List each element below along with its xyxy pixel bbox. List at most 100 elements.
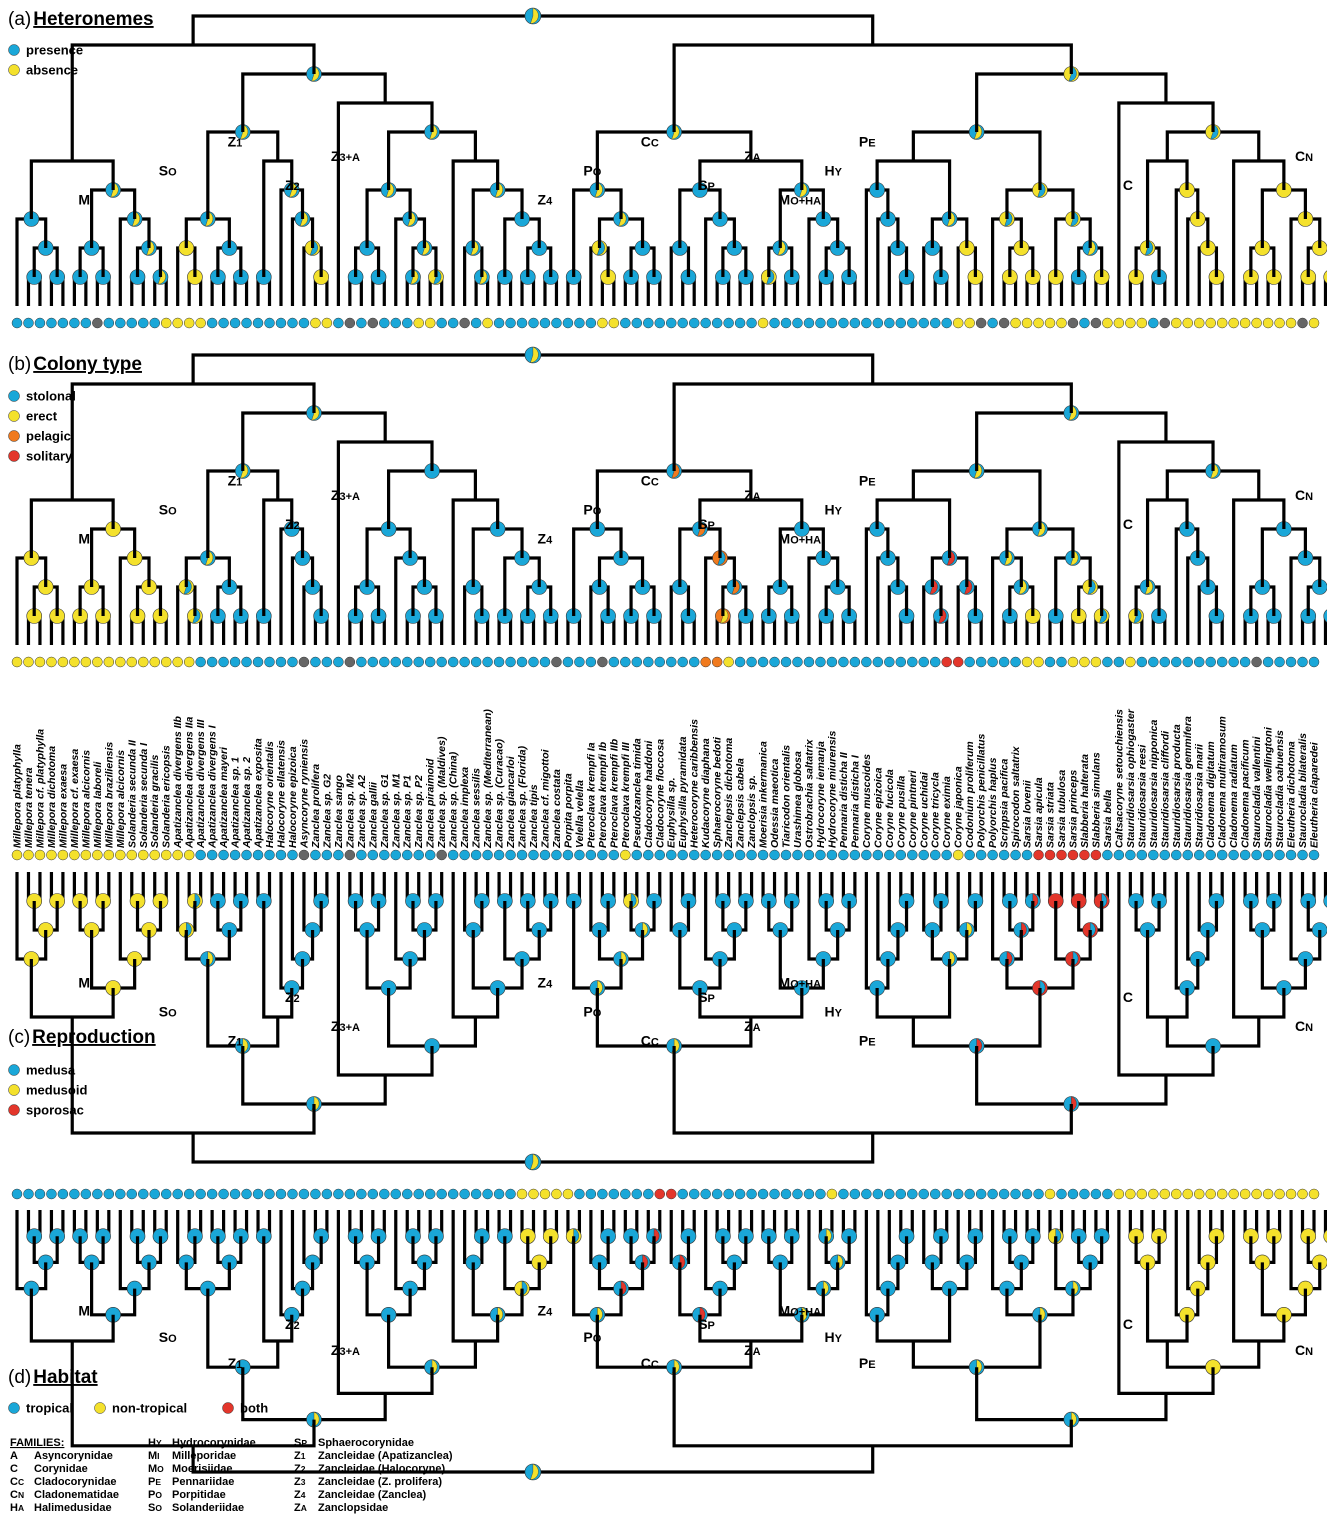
tip-state-dot (1262, 849, 1274, 861)
tip-state-dot (665, 849, 677, 861)
tip-state-dot (1125, 1188, 1136, 1200)
tip-state-dot (1136, 656, 1148, 668)
tip-state-dot (597, 317, 608, 329)
clade-label: CC (641, 1033, 659, 1049)
tip-state-dot (608, 656, 620, 668)
taxon-label: Sarsia tubulosa (1056, 770, 1068, 848)
tip-state-dot (115, 317, 126, 329)
tip-state-dot (470, 1188, 482, 1200)
tip-state-dot (608, 849, 620, 861)
taxon-label: Porpita porpita (562, 773, 574, 848)
tip-state-dot (1274, 317, 1285, 329)
tip-state-dot (952, 656, 964, 668)
tip-state-dot (379, 656, 390, 668)
tip-state-dot (585, 317, 597, 329)
tip-state-dot (895, 317, 907, 329)
tip-state-dot (356, 656, 367, 668)
tip-state-dot (757, 656, 769, 668)
panel-title-a: (a) Heteronemes (8, 9, 154, 30)
tip-state-dot (987, 656, 998, 668)
tip-state-dot (539, 317, 551, 329)
tip-state-dot (1148, 317, 1159, 329)
tip-state-dot (482, 317, 493, 329)
tip-state-dot (929, 317, 941, 329)
tip-state-dot (815, 849, 826, 861)
taxon-label: Polyorchis haplus (987, 757, 999, 848)
taxon-label: Apatizanclea divergens IIa (184, 717, 196, 849)
tip-state-dot (252, 1188, 264, 1200)
tip-state-dot (849, 849, 861, 861)
tip-state-dot (1285, 1188, 1297, 1200)
tip-state-dot (1033, 317, 1044, 329)
tip-state-dot (677, 849, 688, 861)
tip-state-dot (69, 317, 80, 329)
tip-state-dot (826, 656, 838, 668)
legend-swatch (8, 1104, 20, 1116)
tip-state-dot (516, 317, 528, 329)
taxon-label: Scrippsia pacifica (999, 759, 1011, 848)
tip-state-dot (539, 849, 551, 861)
tip-state-dot (792, 1188, 803, 1200)
legend-swatch (8, 1402, 20, 1414)
tip-state-dot (367, 317, 379, 329)
tip-state-dot (643, 849, 654, 861)
tip-state-dot (252, 317, 264, 329)
family-entry: SP Sphaerocorynidae (294, 1437, 414, 1449)
tip-state-dot (356, 317, 367, 329)
tip-state-dot (929, 1188, 941, 1200)
ancestral-state-pie (187, 893, 203, 909)
taxon-label: Coryne pusilla (895, 775, 907, 848)
taxon-label: Coryne japonica (953, 766, 965, 848)
tip-state-dot (390, 656, 402, 668)
taxon-label: Sarsia apicula (1033, 777, 1045, 848)
tip-state-dot (470, 656, 482, 668)
tip-state-dot (80, 1188, 92, 1200)
taxon-label: Millepora exaesa (57, 764, 69, 848)
tree-branch (572, 1236, 623, 1317)
taxon-label: Stauridiosarsia gemmifera (1182, 716, 1194, 848)
tip-state-dot (413, 317, 424, 329)
tip-state-dot (1159, 1188, 1171, 1200)
tip-state-dot (436, 656, 447, 668)
tip-state-dot (1182, 317, 1193, 329)
tip-state-dot (195, 656, 206, 668)
tree-branch (698, 1314, 804, 1343)
tip-state-dot (1193, 1188, 1205, 1200)
ancestral-state-pie (524, 1153, 542, 1171)
tip-state-dot (1010, 849, 1021, 861)
tip-state-dot (57, 1188, 69, 1200)
tip-state-dot (528, 656, 539, 668)
tip-state-dot (516, 656, 528, 668)
legend-swatch (8, 1084, 20, 1096)
tip-state-dot (952, 317, 964, 329)
tip-state-dot (149, 1188, 160, 1200)
tip-state-dot (861, 317, 872, 329)
tree-panel-d (15, 1210, 1327, 1481)
taxon-label: Hydrocoryne miurensis (826, 731, 838, 848)
taxon-label: Zanclopsis sp. (746, 775, 758, 849)
tip-state-dot (941, 1188, 952, 1200)
taxon-label: Apatizanclea exposita (253, 738, 265, 849)
clade-label: Z2 (285, 177, 300, 193)
tip-state-dot (1251, 317, 1262, 329)
taxon-label: Sarsia princeps (1067, 770, 1079, 848)
tip-state-dot (436, 1188, 447, 1200)
clade-label: MO+HA (779, 975, 822, 991)
tip-state-dot (700, 317, 711, 329)
tip-state-dot (975, 317, 987, 329)
clade-label: Z4 (538, 531, 554, 547)
tree-branch (1323, 614, 1327, 645)
tip-state-dot (310, 1188, 321, 1200)
tip-state-dot (447, 656, 459, 668)
tip-state-dot (964, 317, 975, 329)
tip-state-dot (1182, 1188, 1193, 1200)
taxon-label: Zanclea sp. A2 (356, 775, 368, 849)
tip-state-dot (769, 317, 780, 329)
tip-state-dot (1079, 849, 1090, 861)
tip-state-dot (1125, 656, 1136, 668)
tip-state-dot (92, 656, 103, 668)
tip-state-dot (1010, 1188, 1021, 1200)
tip-state-dot (493, 656, 505, 668)
tip-state-dot (654, 317, 666, 329)
